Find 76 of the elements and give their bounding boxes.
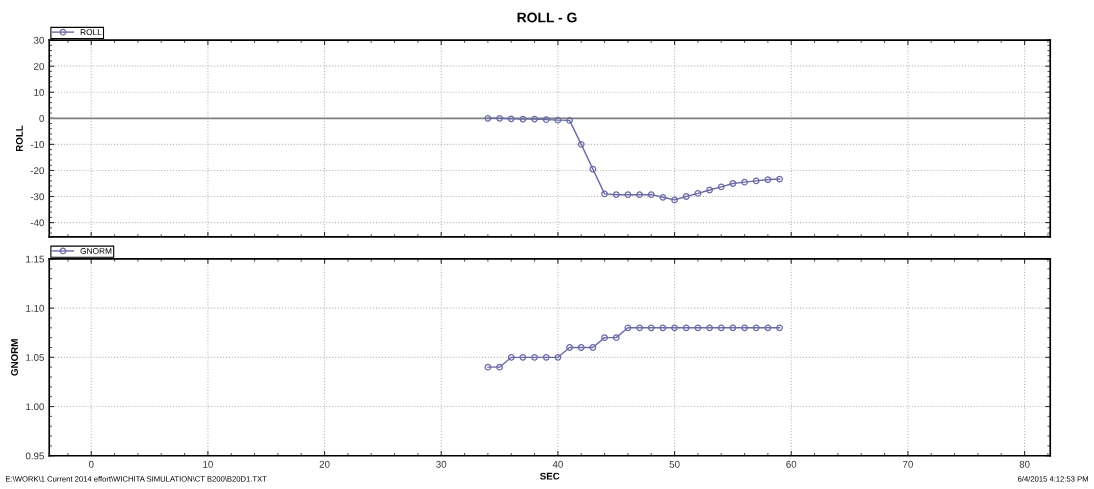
point <box>776 175 783 183</box>
y-tick-label: 0 <box>39 115 44 122</box>
point <box>647 191 655 199</box>
point <box>764 324 772 332</box>
point <box>531 115 538 123</box>
point <box>496 363 503 371</box>
x-tick-label: 50 <box>669 460 680 468</box>
point <box>496 114 503 122</box>
point <box>507 353 515 361</box>
point <box>612 334 620 342</box>
point <box>717 324 725 332</box>
point <box>671 196 678 204</box>
y-tick-label: 20 <box>34 62 44 70</box>
point <box>776 324 783 332</box>
point <box>577 140 585 148</box>
point <box>589 344 597 351</box>
point <box>706 324 713 332</box>
chart-title: ROLL - G <box>517 12 577 23</box>
point <box>694 189 702 197</box>
point <box>624 191 632 199</box>
point <box>542 353 550 361</box>
y-tick-label: 1.10 <box>26 304 44 312</box>
x-tick-label: 10 <box>203 460 213 468</box>
x-tick-label: 40 <box>552 460 563 468</box>
point <box>636 324 643 332</box>
point <box>601 190 608 198</box>
point <box>659 324 667 332</box>
point <box>612 191 620 199</box>
point <box>706 186 713 194</box>
point <box>729 180 737 187</box>
point <box>741 178 748 186</box>
x-tick-label: 80 <box>1019 460 1030 468</box>
y-tick-label: 0.95 <box>25 452 44 460</box>
legend-label: GNORM <box>80 248 112 254</box>
y-tick-label: -30 <box>30 193 44 201</box>
y-tick-label: 1.05 <box>26 354 44 361</box>
y-tick-label: 1.15 <box>26 255 44 263</box>
point <box>694 324 702 332</box>
point <box>636 191 643 199</box>
legend-label: ROLL <box>80 29 102 36</box>
y-tick-label: 30 <box>33 36 44 44</box>
y-tick-label: -20 <box>30 167 44 175</box>
point <box>729 324 737 332</box>
point <box>671 324 678 332</box>
point <box>507 115 515 123</box>
x-tick-label: 70 <box>903 460 913 468</box>
y-tick-label: 1.00 <box>26 403 44 411</box>
y-tick-label: -10 <box>30 141 44 148</box>
point <box>624 324 632 332</box>
point <box>647 324 655 332</box>
point <box>566 116 573 124</box>
line-series <box>484 324 783 371</box>
y-tick-label: 10 <box>34 88 44 96</box>
point <box>542 116 550 124</box>
y-axis-title: GNORM <box>11 339 18 376</box>
point <box>682 324 690 332</box>
point <box>566 344 573 351</box>
point <box>601 334 608 342</box>
x-axis-title: SEC <box>540 472 560 480</box>
point <box>519 353 527 361</box>
y-tick-label: -40 <box>30 219 44 227</box>
point <box>752 324 760 332</box>
point <box>484 363 492 371</box>
x-tick-label: 0 <box>88 460 94 468</box>
x-tick-label: 30 <box>436 460 447 468</box>
y-axis-title: ROLL <box>15 125 23 152</box>
point <box>741 324 748 332</box>
point <box>764 176 772 183</box>
point <box>752 177 760 185</box>
point <box>484 114 492 122</box>
point <box>717 183 725 191</box>
point <box>659 193 667 201</box>
point <box>531 353 538 361</box>
x-tick-label: 20 <box>319 460 330 468</box>
point <box>554 353 562 361</box>
x-tick-label: 60 <box>786 460 797 468</box>
